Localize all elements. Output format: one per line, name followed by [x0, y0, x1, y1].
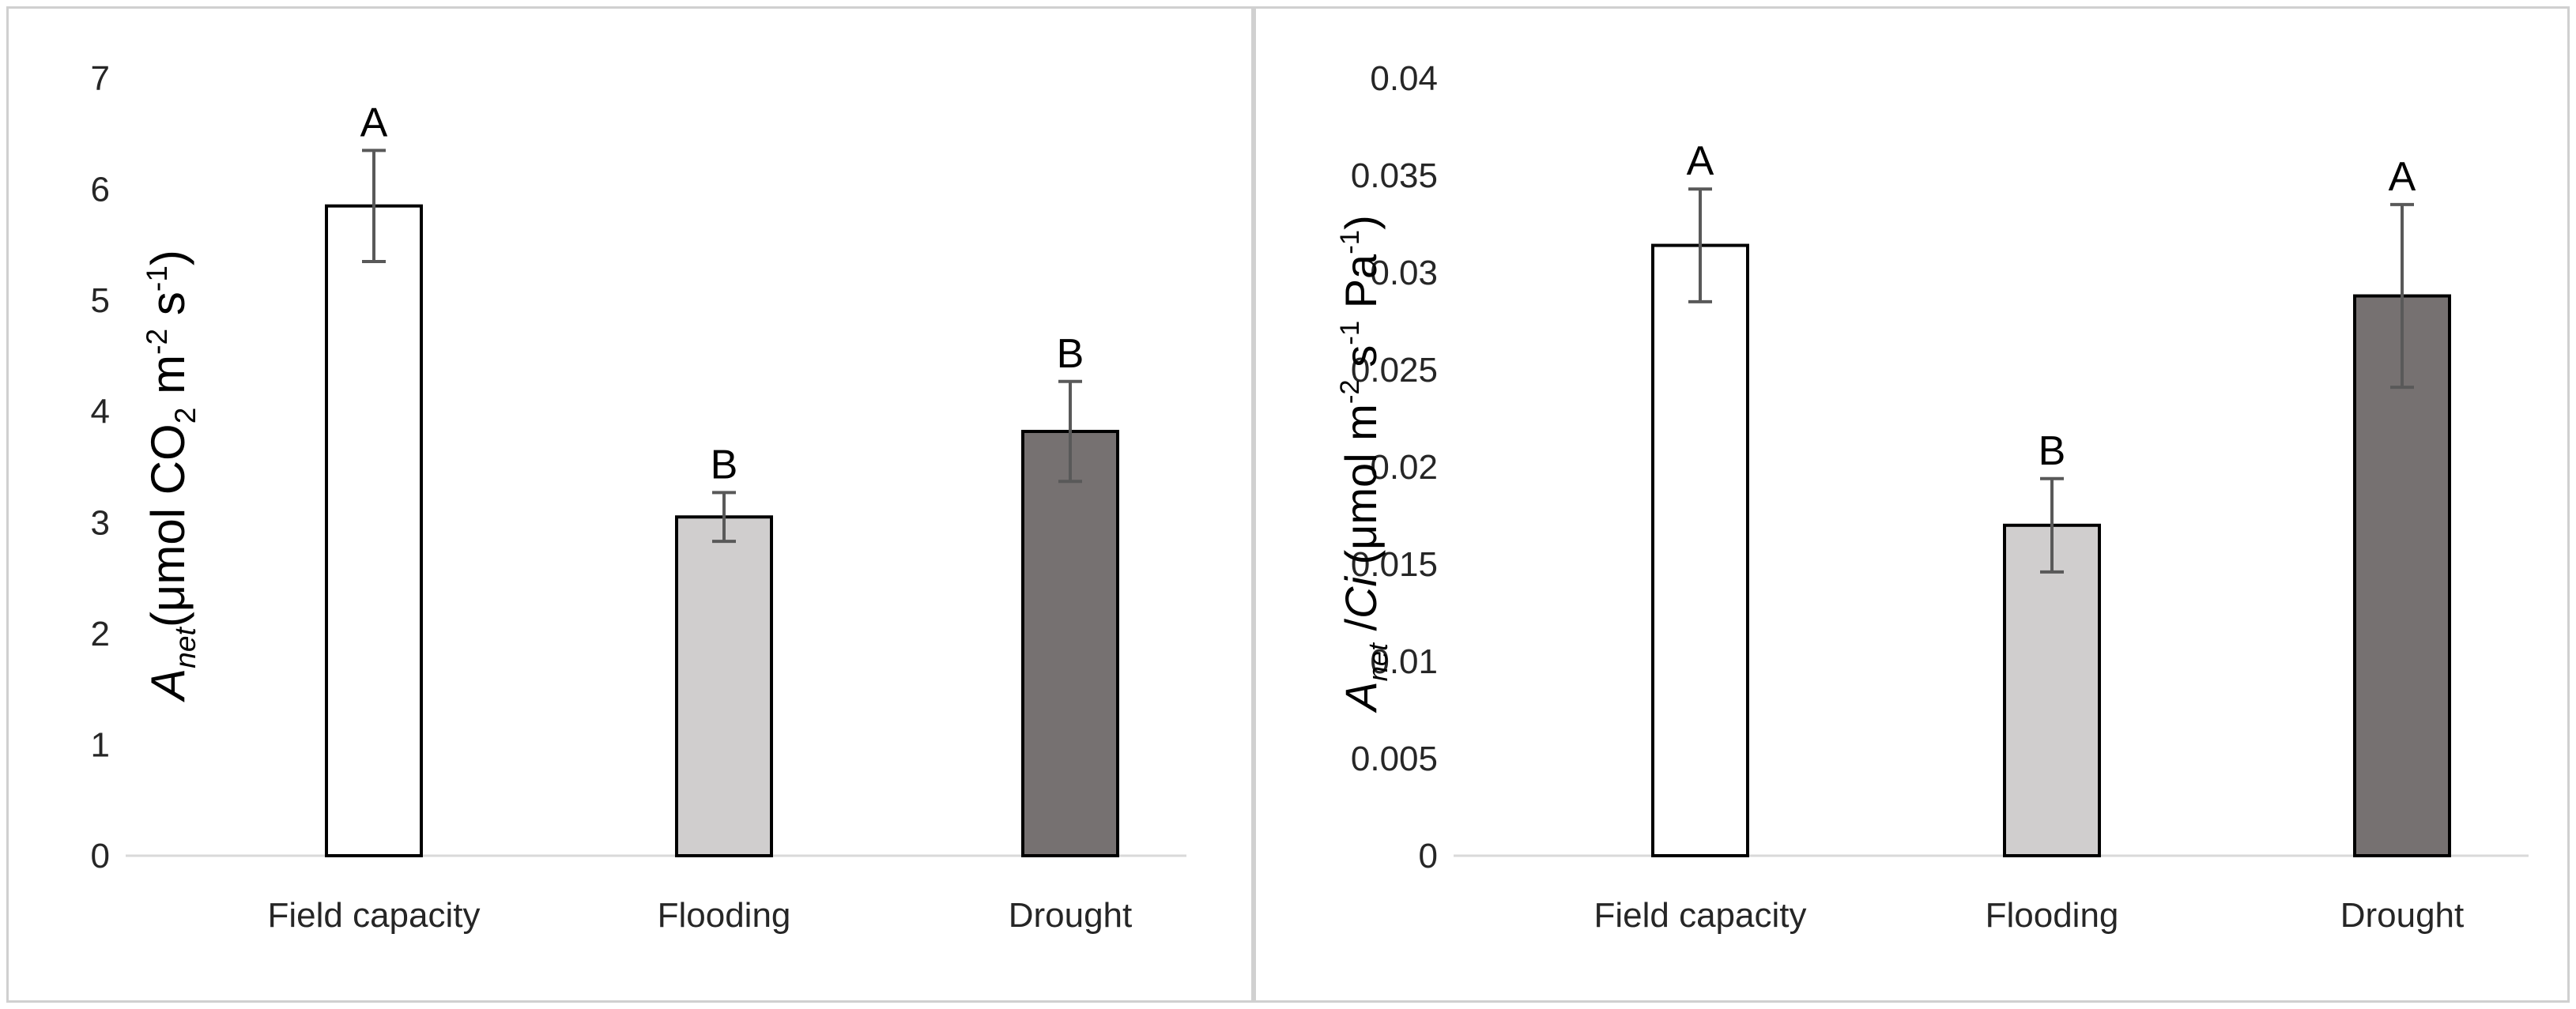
anet-ci-chart: 0 0.005 0.01 0.015 0.02 0.025 0.03 0.035 0.04 A Fi…	[1335, 59, 2529, 935]
y-tick-label: 1	[91, 725, 110, 764]
bar	[2003, 523, 2101, 857]
y-tick-label: 0.04	[1370, 59, 1438, 98]
bar	[1021, 430, 1119, 857]
y-tick-label: 0.02	[1370, 448, 1438, 487]
y-axis-title: Anet /Ci (μmol m-2 s-1 Pa-1)	[1335, 215, 1394, 713]
y-tick-label: 0	[1419, 837, 1438, 875]
significance-letter: B	[1057, 331, 1084, 377]
significance-letter: A	[360, 100, 388, 145]
x-category-label: Flooding	[658, 896, 791, 935]
y-tick-label: 0	[91, 837, 110, 875]
significance-letter: A	[1687, 138, 1714, 184]
y-tick-label: 0.03	[1370, 254, 1438, 292]
x-category-label: Drought	[1009, 896, 1133, 935]
y-tick-label: 2	[91, 615, 110, 653]
bar	[675, 515, 773, 857]
x-category-label: Flooding	[1986, 896, 2119, 935]
x-category-label: Field capacity	[1593, 896, 1806, 935]
anet-chart: 0 1 2 3 4 5 6 7 A Field capacity B Flooding B Drought…	[91, 59, 1186, 935]
y-tick-label: 0.035	[1351, 156, 1438, 195]
y-tick-label: 0.025	[1351, 351, 1438, 390]
bar	[1651, 243, 1749, 857]
significance-letter: B	[2039, 428, 2066, 474]
x-category-label: Drought	[2340, 896, 2465, 935]
y-tick-label: 5	[91, 281, 110, 320]
y-tick-label: 7	[91, 59, 110, 98]
y-tick-label: 0.01	[1370, 642, 1438, 681]
x-category-label: Field capacity	[267, 896, 480, 935]
chart-panel-anet-ci: 0 0.005 0.01 0.015 0.02 0.025 0.03 0.035 0.04 A Fi…	[1254, 6, 2570, 1003]
bar	[2353, 294, 2451, 857]
y-tick-label: 4	[91, 393, 110, 431]
y-tick-label: 0.015	[1351, 545, 1438, 584]
chart-panel-anet: 0 1 2 3 4 5 6 7 A Field capacity B Flooding B Drought…	[6, 6, 1254, 1003]
significance-letter: B	[711, 442, 738, 488]
y-tick-label: 6	[91, 171, 110, 209]
bar	[325, 204, 423, 857]
significance-letter: A	[2389, 154, 2416, 200]
y-tick-label: 0.005	[1351, 740, 1438, 778]
y-tick-label: 3	[91, 503, 110, 542]
y-axis-title: Anet(μmol CO2 m-2 s-1)	[140, 250, 202, 702]
